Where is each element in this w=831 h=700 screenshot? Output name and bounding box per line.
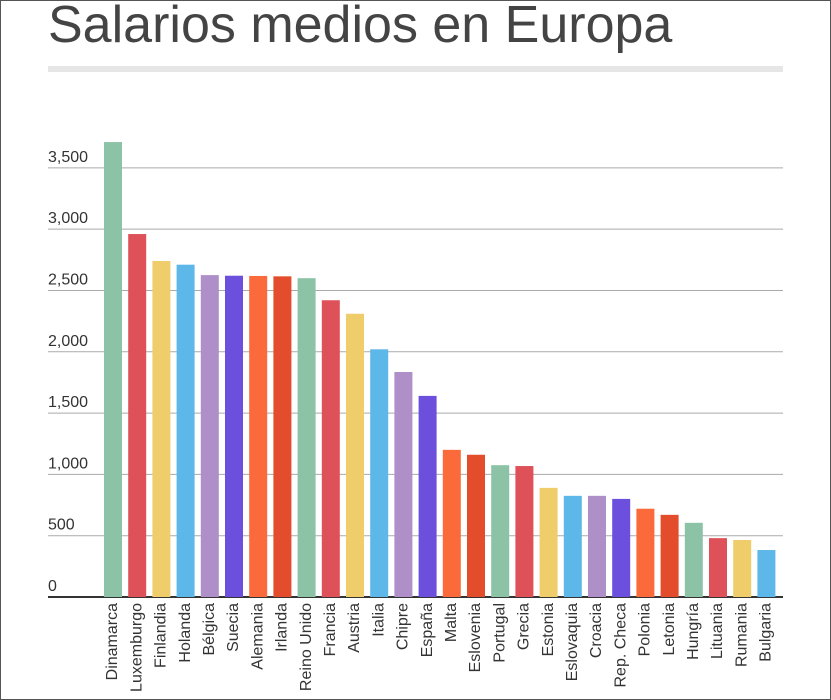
y-tick-label: 3,000 [48,210,88,227]
bar [636,508,655,597]
bar [297,278,316,597]
x-tick-label: España [419,603,436,657]
y-tick-label: 2,500 [48,271,88,288]
bar [249,275,268,597]
y-tick-label: 3,500 [48,149,88,166]
y-tick-label: 2,000 [48,333,88,350]
x-tick-label: Finlandia [153,603,170,668]
bar [152,261,171,597]
x-tick-label: Chipre [395,603,412,650]
x-tick-label: Francia [322,603,339,656]
x-tick-label: Rumania [733,603,750,667]
x-tick-label: Rep. Checa [612,603,629,688]
bar [200,275,219,597]
x-tick-label: Grecia [516,603,533,650]
bar [346,313,364,597]
x-tick-label: Reino Unido [298,603,315,691]
bar [588,495,606,597]
bar [370,349,389,597]
bar [394,371,413,597]
x-tick-label: Luxemburgo [128,603,145,692]
x-tick-label: Croacia [588,603,605,658]
x-tick-label: Eslovenia [467,603,484,672]
chart-title: Salarios medios en Europa [48,0,672,54]
bar [321,300,340,597]
y-tick-label: 1,000 [48,455,88,472]
x-tick-label: Alemania [249,603,266,670]
x-tick-label: Bulgaria [758,603,775,662]
bar [128,234,147,597]
y-tick-label: 500 [48,517,75,534]
x-tick-label: Eslovaquia [564,603,581,681]
bar [684,522,703,597]
bar [515,466,534,597]
bar [418,395,437,597]
bar [442,449,461,597]
x-tick-label: Polonia [637,603,654,656]
x-tick-label: Bélgica [201,603,218,656]
bar [225,275,243,597]
x-tick-label: Portugal [491,603,508,663]
bar [563,495,582,597]
x-tick-label: Holanda [177,603,194,663]
bar [757,550,776,597]
bar [612,498,631,597]
x-tick-label: Suecia [225,603,242,652]
bar [491,465,510,597]
bar [733,539,752,597]
x-tick-label: Lituania [709,603,726,659]
y-tick-label: 0 [48,578,57,595]
bar [176,264,195,597]
x-tick-label: Estonia [540,603,557,656]
x-tick-label: Italia [370,603,387,637]
x-tick-label: Irlanda [274,603,291,652]
y-tick-label: 1,500 [48,394,88,411]
x-tick-label: Malta [443,603,460,642]
bar [467,454,485,597]
title-rule [48,66,783,72]
bar [660,514,679,597]
bar [539,487,558,597]
x-tick-label: Dinamarca [104,603,121,680]
bar [273,276,292,597]
bar [709,538,727,597]
x-tick-label: Hungría [685,603,702,660]
x-tick-label: Austria [346,603,363,653]
x-tick-label: Letonia [661,603,678,656]
bar [104,142,122,597]
